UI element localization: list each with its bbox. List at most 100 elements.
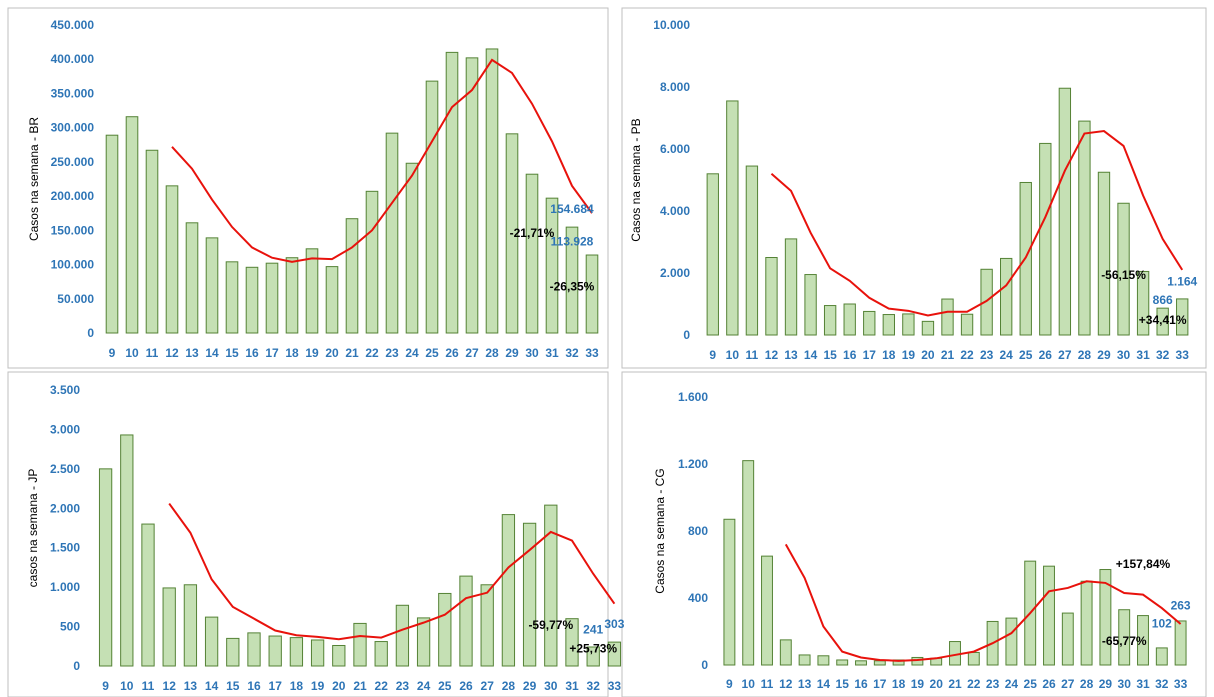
y-tick-label: 150.000 (51, 223, 95, 237)
x-tick-label: 27 (1058, 348, 1072, 362)
x-tick-label: 19 (902, 348, 916, 362)
bar (1137, 615, 1149, 666)
x-tick-label: 14 (205, 679, 219, 693)
bar (145, 149, 159, 334)
bar (723, 518, 736, 666)
bar (586, 646, 600, 667)
bar (165, 185, 179, 334)
x-tick-label: 20 (332, 679, 346, 693)
x-tick-label: 33 (608, 679, 622, 693)
bar (607, 641, 622, 667)
y-tick-label: 50.000 (57, 292, 94, 306)
bar (784, 238, 798, 336)
x-tick-label: 9 (109, 346, 116, 360)
x-tick-label: 13 (185, 346, 199, 360)
bar (761, 555, 773, 666)
bar (501, 514, 516, 667)
x-tick-label: 22 (967, 677, 981, 691)
x-tick-label: 10 (125, 346, 139, 360)
x-tick-label: 10 (120, 679, 134, 693)
bar (1155, 647, 1168, 666)
y-tick-label: 1.200 (678, 457, 708, 471)
y-tick-label: 450.000 (51, 18, 95, 32)
bar (565, 226, 579, 334)
x-tick-label: 16 (854, 677, 868, 691)
bar (374, 641, 388, 667)
bar (332, 644, 346, 667)
bar (1000, 257, 1013, 336)
bar (882, 314, 895, 336)
data-label: 263 (1171, 599, 1191, 613)
bar (1078, 120, 1091, 336)
x-tick-label: 22 (365, 346, 379, 360)
x-tick-label: 14 (817, 677, 831, 691)
data-label: +25,73% (569, 642, 617, 656)
y-tick-label: 8.000 (660, 80, 690, 94)
x-tick-label: 13 (798, 677, 812, 691)
x-tick-label: 17 (269, 679, 283, 693)
x-tick-label: 33 (585, 346, 599, 360)
x-tick-label: 28 (485, 346, 499, 360)
bar (855, 660, 867, 666)
bar (765, 257, 778, 336)
bar (305, 248, 319, 334)
x-tick-label: 19 (305, 346, 319, 360)
y-tick-label: 350.000 (51, 86, 95, 100)
x-tick-label: 27 (465, 346, 479, 360)
bar (247, 632, 261, 667)
data-label: 303 (604, 617, 624, 631)
chart-frame-jp (7, 371, 609, 697)
x-tick-label: 25 (425, 346, 439, 360)
y-tick-label: 10.000 (653, 18, 690, 32)
bar (522, 522, 537, 667)
y-tick-label: 4.000 (660, 204, 690, 218)
x-tick-label: 32 (1155, 677, 1169, 691)
bar (438, 592, 452, 667)
bar (141, 523, 155, 667)
bar (836, 659, 849, 666)
bar (225, 261, 239, 334)
x-tick-label: 12 (165, 346, 179, 360)
bar (1118, 609, 1131, 666)
x-tick-label: 31 (1136, 677, 1150, 691)
bar (416, 617, 431, 667)
x-tick-label: 11 (746, 348, 759, 362)
bar (565, 618, 579, 667)
bar (125, 116, 139, 334)
bar (1043, 565, 1055, 666)
data-label: -21,71% (510, 226, 555, 240)
x-tick-label: 12 (765, 348, 779, 362)
bar (863, 310, 876, 336)
x-tick-label: 26 (459, 679, 473, 693)
x-tick-label: 20 (325, 346, 339, 360)
bar (245, 266, 259, 334)
x-tick-label: 20 (930, 677, 944, 691)
x-tick-label: 32 (565, 346, 579, 360)
bar (385, 132, 399, 334)
bar (459, 575, 473, 667)
bar (1005, 617, 1018, 666)
x-tick-label: 16 (843, 348, 857, 362)
bar (1058, 87, 1072, 336)
x-tick-label: 17 (265, 346, 279, 360)
y-tick-label: 400 (688, 591, 708, 605)
y-tick-label: 1.600 (678, 390, 708, 404)
bar (843, 303, 856, 336)
x-tick-label: 17 (863, 348, 877, 362)
trend-line (171, 58, 593, 263)
x-tick-label: 27 (1061, 677, 1075, 691)
bar (425, 80, 439, 334)
x-tick-label: 28 (1080, 677, 1094, 691)
y-tick-label: 250.000 (51, 155, 95, 169)
bar (1176, 298, 1189, 336)
y-tick-label: 2.000 (50, 501, 80, 515)
trend-line (770, 129, 1184, 317)
y-tick-label: 0 (683, 328, 690, 342)
bar (745, 165, 759, 336)
bar (980, 268, 993, 336)
bar (325, 266, 339, 334)
bar (1136, 270, 1150, 336)
bar (941, 298, 954, 336)
bar (823, 305, 837, 336)
x-tick-label: 11 (146, 346, 159, 360)
